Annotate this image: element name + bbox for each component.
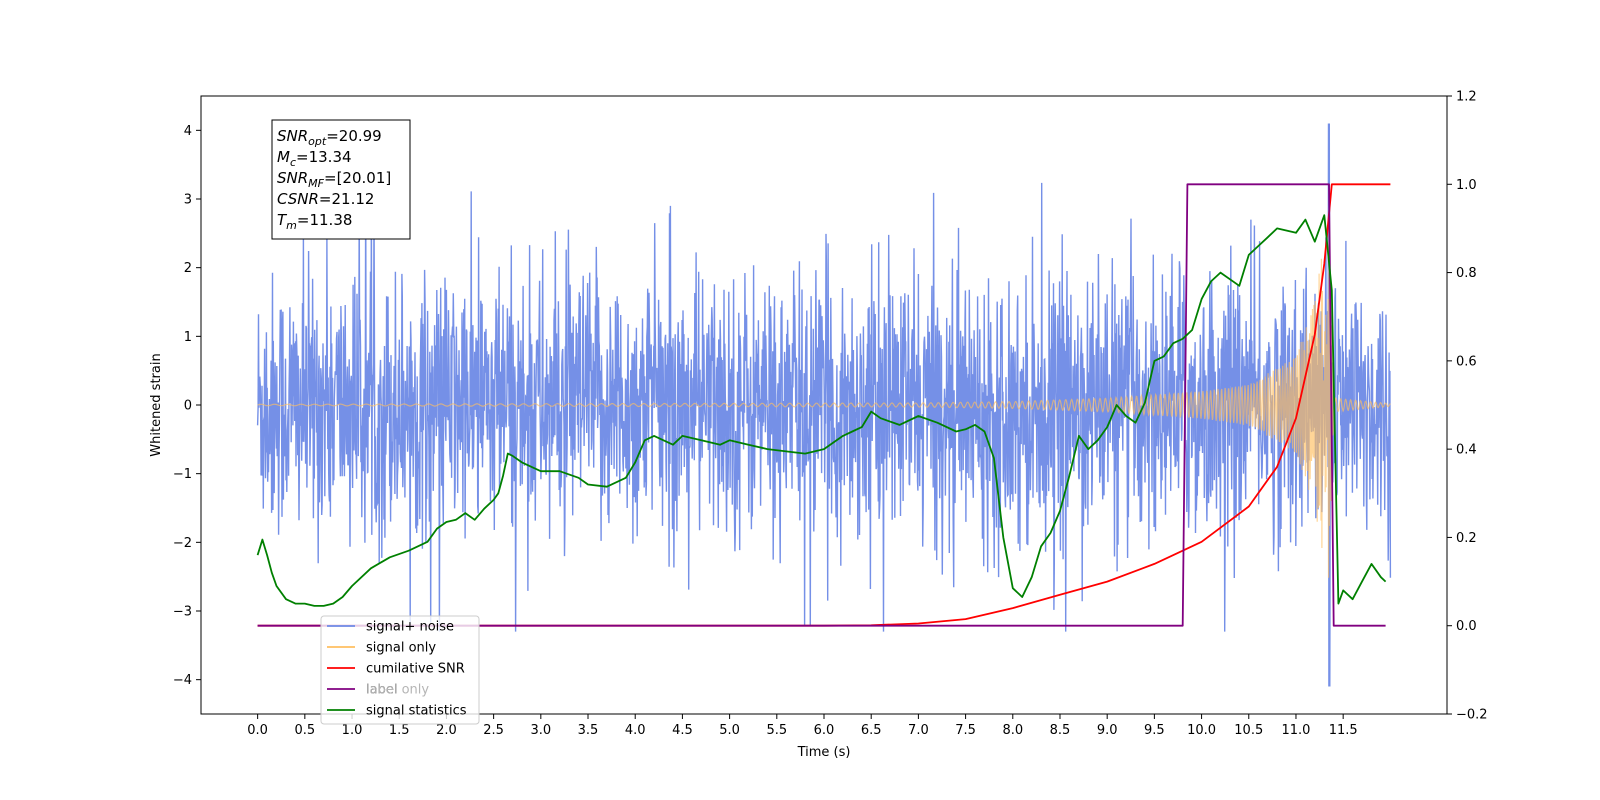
y-tick-label: −3	[173, 605, 192, 620]
legend-label: signal+ noise	[366, 620, 454, 635]
legend-label: label only	[366, 683, 429, 698]
x-tick-label: 6.5	[861, 723, 882, 738]
y2-tick-label: 1.0	[1456, 178, 1477, 193]
plot-area	[256, 123, 1392, 687]
x-tick-label: 1.5	[389, 723, 410, 738]
legend-label: label	[366, 683, 397, 698]
legend: signal+ noise signal only cumilative SNR la…	[320, 615, 480, 725]
annotation-line: Tm=11.38	[277, 211, 352, 232]
series-label	[257, 183, 1386, 627]
annotation-line: Mc=13.34	[277, 148, 352, 169]
x-tick-label: 0.5	[294, 723, 315, 738]
annotation-box: SNRopt=20.99Mc=13.34SNRMF=[20.01]CSNR=21…	[271, 119, 411, 240]
x-tick-label: 10.0	[1187, 723, 1216, 738]
x-tick-label: 2.5	[483, 723, 504, 738]
x-tick-label: 8.5	[1050, 723, 1071, 738]
x-tick-label: 7.0	[908, 723, 929, 738]
y-axis-title: Whitened strain	[149, 353, 164, 456]
y-tick-label: 3	[184, 193, 192, 208]
y2-tick-label: 0.4	[1456, 443, 1477, 458]
x-tick-label: 7.5	[955, 723, 976, 738]
y2-tick-label: 0.6	[1456, 354, 1477, 369]
x-tick-label: 10.5	[1234, 723, 1263, 738]
y-axis-left: 4 3 2 1 0 −1 −2 −3 −4	[173, 124, 201, 688]
y2-tick-label: −0.2	[1456, 708, 1488, 723]
y-axis-right: 1.2 1.0 0.8 0.6 0.4 0.2 0.0 −0.2	[1447, 90, 1488, 723]
y-tick-label: −1	[173, 467, 192, 482]
x-axis: 0.0 0.5 1.0 1.5 2.0 2.5 3.0 3.5 4.0 4.5 5.0 5.5 6.0 6…	[247, 714, 1358, 738]
x-tick-label: 6.0	[814, 723, 835, 738]
x-axis-title: Time (s)	[797, 745, 851, 760]
y-tick-label: 1	[184, 330, 192, 345]
x-tick-label: 11.0	[1281, 723, 1310, 738]
annotation-line: SNRopt=20.99	[277, 127, 382, 148]
x-tick-label: 4.5	[672, 723, 693, 738]
x-tick-label: 3.0	[530, 723, 551, 738]
x-tick-label: 5.0	[719, 723, 740, 738]
legend-label: signal only	[366, 641, 436, 656]
x-tick-label: 9.0	[1097, 723, 1118, 738]
legend-label: cumilative SNR	[366, 662, 465, 677]
y2-tick-label: 0.0	[1456, 619, 1477, 634]
annotation-frame	[271, 119, 411, 240]
y2-tick-label: 0.8	[1456, 266, 1477, 281]
annotation-line: CSNR=21.12	[277, 190, 374, 208]
y2-tick-label: 0.2	[1456, 531, 1477, 546]
y2-tick-label: 1.2	[1456, 90, 1477, 105]
y-tick-label: −2	[173, 536, 192, 551]
y-tick-label: 2	[184, 261, 192, 276]
legend-frame	[320, 615, 480, 725]
x-tick-label: 4.0	[625, 723, 646, 738]
annotation-line: SNRMF=[20.01]	[277, 169, 391, 190]
x-tick-label: 8.0	[1002, 723, 1023, 738]
legend-label: signal statistics	[366, 704, 467, 719]
x-tick-label: 5.5	[766, 723, 787, 738]
series-signal-statistics	[256, 214, 1387, 607]
x-tick-label: 3.5	[578, 723, 599, 738]
y-tick-label: 0	[184, 399, 192, 414]
x-tick-label: 1.0	[342, 723, 363, 738]
y-tick-label: −4	[173, 673, 192, 688]
series-cumulative-snr	[257, 183, 1391, 627]
x-tick-label: 11.5	[1329, 723, 1358, 738]
x-tick-label: 2.0	[436, 723, 457, 738]
x-tick-label: 0.0	[247, 723, 268, 738]
series-signal-only	[257, 207, 1391, 578]
x-tick-label: 9.5	[1144, 723, 1165, 738]
y-tick-label: 4	[184, 124, 192, 139]
